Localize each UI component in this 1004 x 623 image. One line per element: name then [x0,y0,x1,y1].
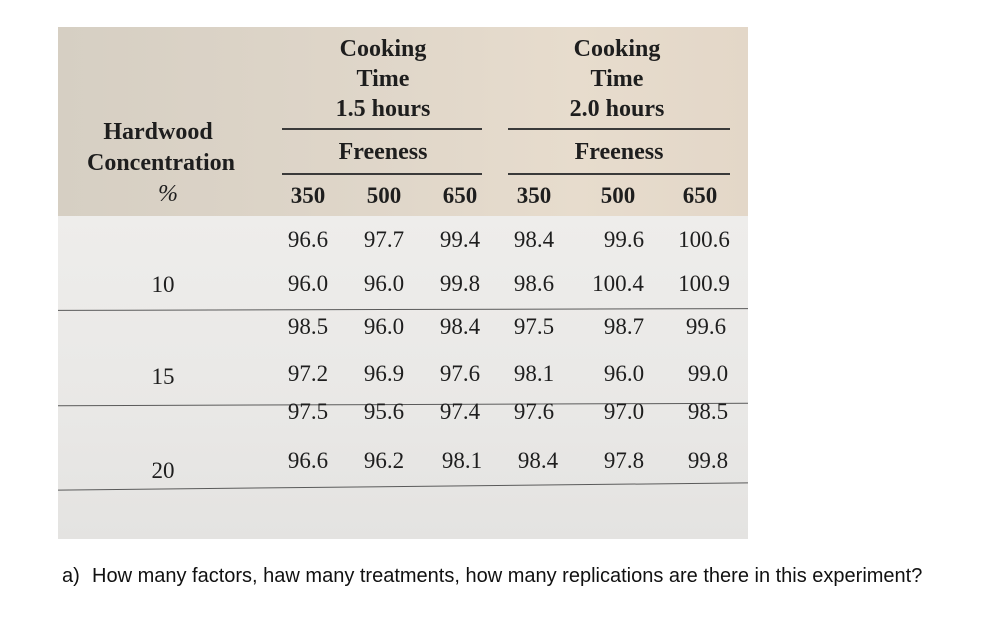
table-cell: 97.8 [603,448,645,473]
row-header-concentration: Concentration [87,150,235,176]
table-cell: 98.4 [513,227,555,252]
group2-rule-top [508,128,730,130]
row-header-unit: % [158,181,178,207]
group1-freeness: Freeness [338,139,428,165]
group2-freeness: Freeness [574,139,664,165]
table-cell: 98.4 [517,448,559,473]
table-photo: Hardwood Concentration % Cooking Time 1.… [58,27,748,539]
freeness-level-header: 350 [290,183,326,208]
table-cell: 96.6 [287,448,329,473]
group2-line1: Cooking [573,36,661,62]
freeness-level-header: 500 [366,183,402,208]
group1-line1: Cooking [339,36,427,62]
table-cell: 96.0 [363,314,405,339]
table-cell: 96.6 [287,227,329,252]
group2-line2: Time [590,66,644,92]
table-cell: 96.0 [363,271,405,296]
table-cell: 96.0 [603,361,645,386]
table-cell: 98.1 [513,361,555,386]
table-cell: 98.4 [439,314,481,339]
table-cell: 97.5 [513,314,555,339]
table-cell: 98.1 [441,448,483,473]
group2-line3: 2.0 hours [569,96,665,122]
freeness-level-header: 650 [682,183,718,208]
table-cell: 97.4 [439,399,481,424]
table-cell: 95.6 [363,399,405,424]
table-cell: 100.4 [592,271,644,296]
group1-rule-top [282,128,482,130]
table-cell: 99.8 [687,448,729,473]
concentration-label: 15 [151,364,175,389]
table-cell: 97.0 [603,399,645,424]
table-cell: 96.2 [363,448,405,473]
concentration-label: 10 [151,272,175,297]
table-cell: 96.9 [363,361,405,386]
table-cell: 99.0 [687,361,729,386]
table-cell: 99.8 [439,271,481,296]
table-header-band [58,27,748,216]
table-cell: 98.6 [513,271,555,296]
freeness-level-header: 650 [442,183,478,208]
group2-rule-bottom [508,173,730,175]
freeness-level-header: 350 [516,183,552,208]
table-cell: 100.9 [678,271,730,296]
table-cell: 99.6 [685,314,727,339]
table-cell: 98.5 [287,314,329,339]
row-header-hardwood: Hardwood [103,119,213,145]
group1-rule-bottom [282,173,482,175]
question-text: How many factors, haw many treatments, h… [92,565,923,587]
table-cell: 99.4 [439,227,481,252]
table-cell: 97.2 [287,361,329,386]
table-cell: 98.5 [687,399,729,424]
group1-line3: 1.5 hours [335,96,431,122]
concentration-label: 20 [151,458,175,483]
table-cell: 97.6 [513,399,555,424]
table-cell: 99.6 [603,227,645,252]
table-cell: 96.0 [287,271,329,296]
table-cell: 98.7 [603,314,645,339]
table-cell: 97.7 [363,227,405,252]
freeness-level-header: 500 [600,183,636,208]
group1-line2: Time [356,66,410,92]
table-cell: 97.6 [439,361,481,386]
question-label: a) [62,565,80,587]
table-cell: 100.6 [678,227,730,252]
table-cell: 97.5 [287,399,329,424]
